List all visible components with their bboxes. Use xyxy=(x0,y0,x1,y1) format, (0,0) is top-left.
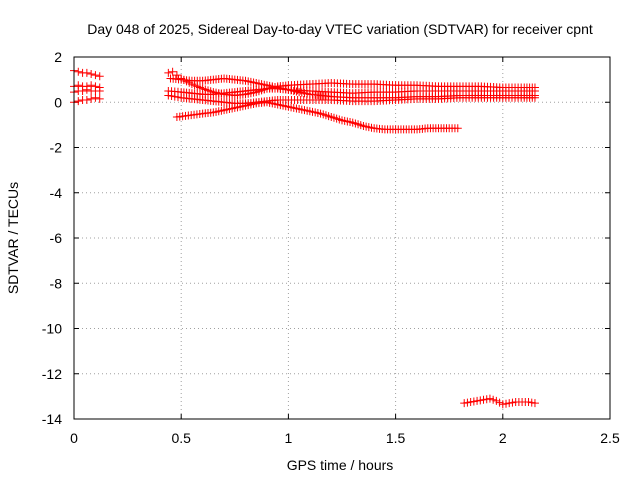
data-point-sat-e xyxy=(172,71,181,80)
data-point-sat-j xyxy=(460,399,469,408)
x-tick-label: 2 xyxy=(499,430,507,446)
y-tick-label: -14 xyxy=(42,411,62,427)
data-point-sat-a xyxy=(87,69,96,78)
data-point-sat-j xyxy=(527,398,536,407)
axis-ticks: 0 0.5 1 1.5 2 2.5 2 0 -2 -4 -6 -8 -10 -12 -14 xyxy=(42,49,620,446)
data-point-sat-j xyxy=(485,394,494,403)
y-tick-label: 0 xyxy=(54,94,62,110)
data-point-sat-j xyxy=(476,396,485,405)
x-tick-label: 2.5 xyxy=(600,430,620,446)
data-point-sat-e xyxy=(168,67,177,76)
data-point-sat-j xyxy=(466,398,475,407)
data-points xyxy=(70,66,539,409)
data-point-sat-a xyxy=(82,68,91,77)
data-point-sat-j xyxy=(495,398,504,407)
x-tick-label: 0.5 xyxy=(171,430,191,446)
data-point-sat-j xyxy=(482,395,491,404)
data-point-sat-h xyxy=(164,91,173,100)
data-point-sat-a xyxy=(74,67,83,76)
y-axis-label: SDTVAR / TECUs xyxy=(5,182,21,294)
data-point-sat-j xyxy=(479,395,488,404)
data-point-sat-d xyxy=(74,97,83,106)
y-tick-label: -10 xyxy=(42,321,62,337)
y-tick-label: 2 xyxy=(54,49,62,65)
data-point-sat-e xyxy=(164,68,173,77)
data-point-sat-h xyxy=(167,92,176,101)
data-point-sat-d xyxy=(95,94,104,103)
data-point-sat-j xyxy=(498,400,507,409)
data-point-sat-j xyxy=(489,395,498,404)
y-tick-label: -12 xyxy=(42,366,62,382)
x-tick-label: 1.5 xyxy=(386,430,406,446)
data-point-sat-j xyxy=(492,396,501,405)
data-point-sat-d xyxy=(82,95,91,104)
data-point-sat-a xyxy=(95,72,104,81)
data-point-sat-j xyxy=(473,396,482,405)
data-point-sat-j xyxy=(469,397,478,406)
x-axis-label: GPS time / hours xyxy=(287,457,394,473)
data-point-sat-j xyxy=(463,398,472,407)
x-tick-label: 1 xyxy=(285,430,293,446)
data-point-sat-j xyxy=(508,398,517,407)
data-point-sat-i xyxy=(453,124,462,133)
chart-title: Day 048 of 2025, Sidereal Day-to-day VTE… xyxy=(87,21,593,37)
data-point-sat-j xyxy=(505,399,514,408)
plot-frame xyxy=(73,56,611,420)
x-tick-label: 0 xyxy=(70,430,78,446)
y-tick-label: -4 xyxy=(50,185,63,201)
data-point-sat-a xyxy=(91,71,100,80)
data-point-sat-j xyxy=(502,399,511,408)
y-tick-label: -6 xyxy=(50,230,63,246)
data-point-sat-h xyxy=(170,92,179,101)
data-point-sat-c xyxy=(95,86,104,95)
y-tick-label: -8 xyxy=(50,275,63,291)
data-point-sat-j xyxy=(530,399,539,408)
data-point-sat-h xyxy=(530,93,539,102)
data-point-sat-j xyxy=(524,398,533,407)
grid xyxy=(74,57,610,419)
data-point-sat-h xyxy=(173,93,182,102)
data-point-sat-d xyxy=(87,94,96,103)
data-point-sat-c xyxy=(82,85,91,94)
data-point-sat-d xyxy=(91,93,100,102)
y-tick-label: -2 xyxy=(50,140,63,156)
data-point-sat-c xyxy=(78,86,87,95)
